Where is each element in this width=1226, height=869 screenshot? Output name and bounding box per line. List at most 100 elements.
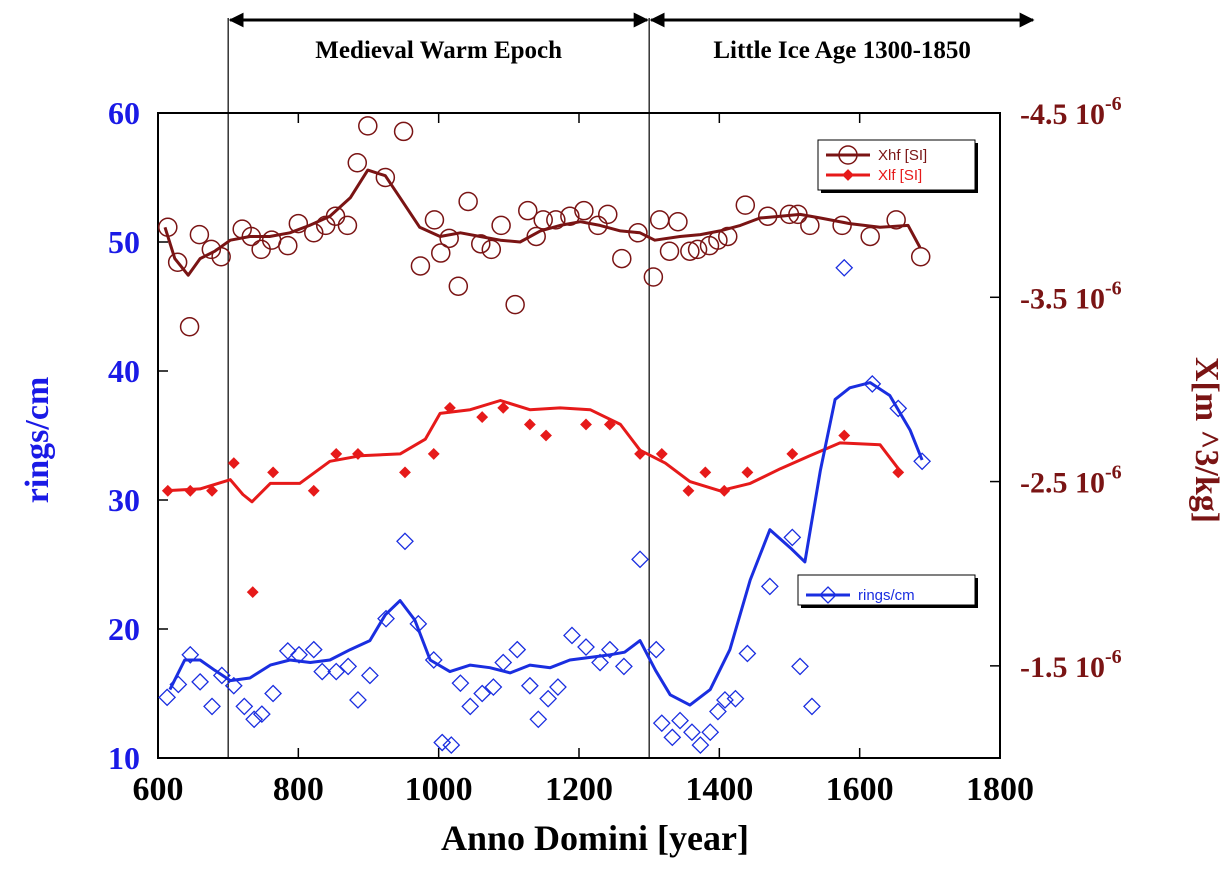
data-point (339, 657, 358, 676)
data-point (580, 418, 592, 431)
data-point (603, 418, 616, 431)
y-tick-label: 40 (108, 353, 140, 389)
data-point (358, 116, 378, 136)
data-point (699, 466, 712, 479)
data-point (560, 206, 580, 226)
data-point (206, 484, 218, 497)
y-axis-title: rings/cm (19, 377, 56, 504)
data-point (327, 662, 346, 681)
data-point (612, 248, 632, 269)
data-point (757, 206, 778, 226)
data-point (184, 484, 197, 497)
x-axis-title: Anno Domini [year] (441, 818, 749, 858)
data-point (211, 246, 231, 267)
data-point (741, 466, 754, 479)
data-point (443, 401, 456, 414)
data-point (631, 550, 649, 569)
data-point (461, 697, 480, 716)
data-point (539, 689, 558, 708)
data-point (161, 484, 174, 497)
data-point (886, 210, 906, 230)
data-point (835, 258, 854, 277)
data-point (600, 640, 619, 659)
data-point (288, 213, 309, 234)
data-point (191, 672, 210, 691)
data-point (307, 484, 320, 497)
y2-tick-exponent: -6 (1105, 93, 1122, 115)
data-point (574, 200, 594, 221)
smooth-line (168, 381, 924, 707)
data-point (518, 200, 538, 221)
data-point (505, 294, 525, 315)
legend-label: rings/cm (858, 587, 915, 604)
data-point (330, 448, 343, 460)
data-point (451, 674, 470, 693)
data-point (523, 418, 536, 431)
data-point (484, 678, 503, 696)
y2-tick-text: -2.5 10 (1020, 467, 1105, 500)
data-point (563, 626, 581, 645)
data-point (410, 256, 431, 276)
data-point (409, 614, 428, 633)
data-point (224, 676, 243, 695)
data-point (179, 317, 200, 337)
data-point (212, 666, 231, 685)
smooth-line (164, 399, 900, 504)
data-point (497, 401, 510, 414)
data-point (682, 484, 695, 497)
data-point (803, 697, 821, 716)
data-point (659, 241, 680, 261)
data-point (458, 191, 478, 212)
data-point (433, 733, 452, 752)
x-tick-label: 1200 (545, 771, 613, 808)
x-tick-label: 1800 (966, 771, 1034, 808)
data-point (718, 226, 738, 247)
data-point (313, 662, 332, 681)
data-point (892, 466, 905, 479)
data-point (614, 657, 633, 676)
data-point (783, 528, 802, 547)
data-point (671, 711, 689, 730)
data-point (800, 215, 820, 236)
y2-tick-label: -1.5 10-6 (1020, 646, 1122, 684)
data-point (634, 448, 646, 460)
data-point (533, 210, 553, 230)
data-point (546, 210, 566, 230)
data-point (227, 457, 240, 470)
data-point (261, 230, 282, 250)
data-point (683, 723, 701, 742)
legend-marker (842, 169, 854, 181)
data-point (788, 204, 808, 225)
data-point (786, 448, 799, 460)
data-point (278, 235, 298, 256)
data-point (668, 211, 688, 232)
y2-tick-exponent: -6 (1105, 646, 1122, 668)
data-point (628, 223, 648, 243)
data-point (779, 204, 800, 225)
data-point (760, 577, 779, 596)
data-point (235, 697, 254, 716)
y2-tick-exponent: -6 (1105, 462, 1122, 484)
data-point (290, 645, 308, 664)
data-point (598, 204, 618, 225)
data-point (663, 728, 682, 747)
data-point (246, 586, 259, 599)
data-point (588, 215, 608, 236)
x-tick-label: 600 (133, 771, 184, 808)
data-point (508, 640, 527, 659)
data-point (491, 215, 511, 236)
data-point (347, 153, 368, 173)
y2-tick-label: -2.5 10-6 (1020, 462, 1122, 500)
data-point (471, 234, 491, 254)
x-tick-label: 800 (273, 771, 324, 808)
data-point (691, 736, 710, 755)
period-label: Medieval Warm Epoch (315, 37, 562, 64)
data-point (529, 710, 548, 729)
data-point (577, 638, 595, 656)
data-point (304, 223, 324, 243)
data-point (526, 226, 546, 247)
legend-label: Xlf [SI] (878, 167, 922, 184)
data-point (738, 644, 757, 663)
data-point (863, 374, 882, 393)
data-point (360, 666, 379, 685)
